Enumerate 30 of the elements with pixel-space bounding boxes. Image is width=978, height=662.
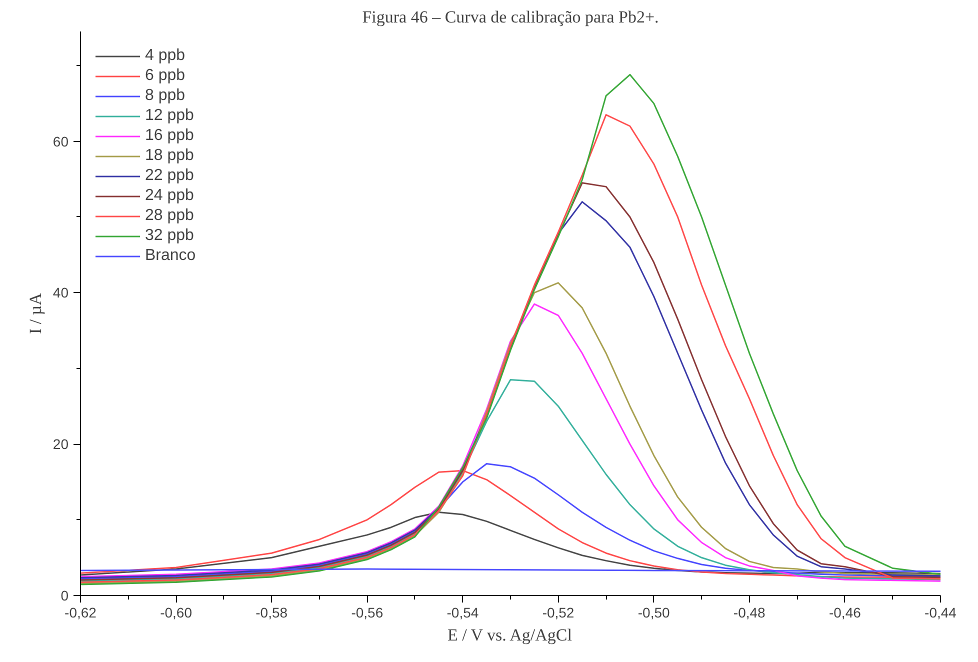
legend-label: 18 ppb xyxy=(145,146,194,166)
legend-label: 16 ppb xyxy=(145,126,194,146)
legend-label: 8 ppb xyxy=(145,86,186,106)
y-tick-label: 60 xyxy=(52,133,69,150)
y-tick-label: 0 xyxy=(60,588,69,604)
x-tick-label: -0,50 xyxy=(638,604,670,620)
legend-label: 4 ppb xyxy=(145,46,186,66)
line-series xyxy=(80,511,940,576)
x-tick-label: -0,52 xyxy=(542,604,574,620)
x-tick-label: -0,58 xyxy=(256,604,288,620)
x-tick-label: -0,56 xyxy=(351,604,384,620)
line-series xyxy=(80,378,940,582)
x-tick-label: -0,48 xyxy=(733,604,766,620)
legend-label: 28 ppb xyxy=(145,206,194,226)
x-tick-label: -0,60 xyxy=(160,604,192,620)
y-tick-label: 20 xyxy=(52,436,69,452)
legend-label: Branco xyxy=(145,246,196,266)
chart-title: Figura 46 – Curva de calibração para Pb2+. xyxy=(362,8,659,26)
legend-label: 12 ppb xyxy=(145,106,194,126)
x-tick-label: -0,54 xyxy=(446,604,479,620)
x-axis-title: E / V vs. Ag/AgCl xyxy=(447,626,572,644)
y-axis-title: I / µA xyxy=(26,292,45,334)
y-tick-label: 40 xyxy=(52,284,69,301)
x-tick-label: -0,62 xyxy=(64,604,97,620)
x-tick-label: -0,46 xyxy=(828,604,862,620)
legend-label: 24 ppb xyxy=(145,186,194,206)
legend-label: 22 ppb xyxy=(145,166,194,186)
legend-label: 6 ppb xyxy=(145,66,186,86)
x-tick-label: -0,44 xyxy=(924,604,957,620)
legend-label: 32 ppb xyxy=(145,226,194,246)
